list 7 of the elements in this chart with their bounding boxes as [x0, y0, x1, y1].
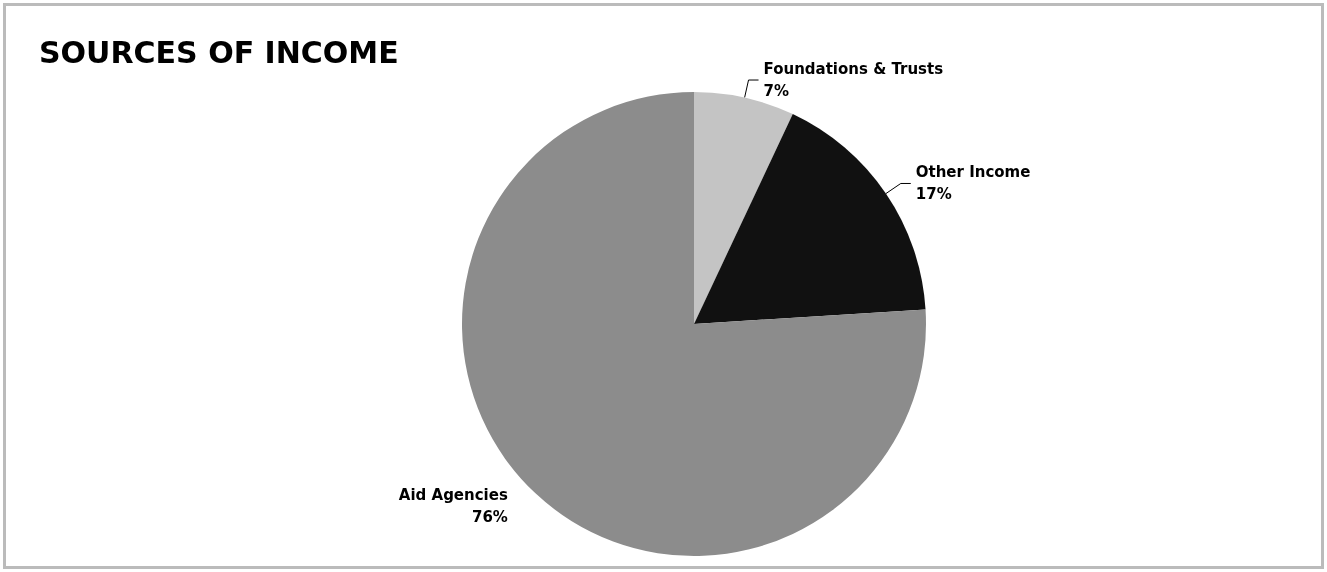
data-label: 7% — [763, 82, 789, 101]
slice-label: Other Income — [915, 163, 1031, 182]
data-label: 76% — [471, 508, 508, 527]
chart-title: SOURCES OF INCOME — [39, 34, 399, 70]
data-label: 17% — [915, 185, 952, 204]
slice-label: Foundations & Trusts — [763, 60, 944, 79]
slice-label: Aid Agencies — [398, 486, 508, 505]
